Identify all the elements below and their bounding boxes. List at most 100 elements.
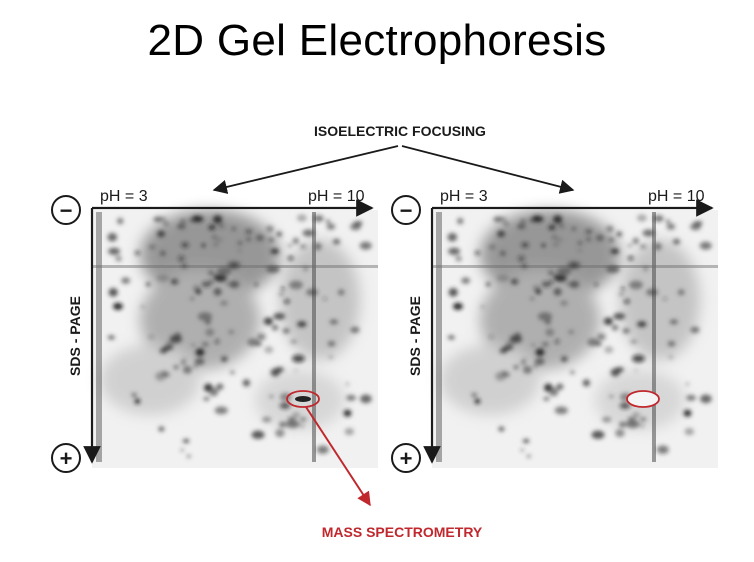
gel-smear — [440, 210, 700, 430]
gel-spot — [268, 237, 275, 243]
gel-spot — [663, 297, 667, 301]
gel-spot — [585, 229, 593, 235]
mass-spectrometry-label: MASS SPECTROMETRY — [322, 524, 483, 540]
gel-vertical-streak — [436, 212, 442, 462]
gel-spot — [353, 221, 358, 225]
gel-spot — [628, 256, 634, 261]
gel-spot — [278, 292, 285, 297]
gel-spot — [262, 416, 272, 423]
gel-spot — [537, 312, 553, 321]
gel-spot — [344, 428, 354, 436]
gel-spot — [107, 335, 115, 340]
gel-spot — [616, 231, 622, 237]
gel-spot — [686, 395, 696, 401]
gel-spot — [180, 360, 187, 365]
gel-spot — [288, 256, 294, 261]
gel-spot — [613, 312, 626, 320]
gel-spot — [149, 335, 153, 339]
gel-spot — [690, 326, 700, 333]
gel-spot — [447, 232, 458, 242]
gel-spot — [292, 237, 299, 245]
gel-spot — [297, 321, 307, 328]
gel-spot — [221, 357, 227, 362]
gel-spot — [521, 264, 527, 268]
gel-spot — [520, 448, 524, 452]
gel-spot — [266, 265, 280, 274]
isoelectric-focusing-label: ISOELECTRIC FOCUSING — [314, 123, 486, 139]
gel-spot — [177, 255, 185, 262]
gel-spot — [217, 267, 232, 276]
page-title: 2D Gel Electrophoresis — [147, 16, 607, 65]
gel-spot — [334, 240, 339, 244]
gel-spot — [117, 218, 124, 225]
gel-spot — [570, 263, 578, 268]
gel-spot — [700, 394, 712, 404]
gel-spot — [577, 241, 583, 245]
gel-spot — [496, 274, 510, 282]
gel-spot — [611, 324, 619, 331]
gel-spot — [302, 229, 315, 237]
gel-spot — [553, 288, 562, 296]
gel-spot — [493, 216, 504, 222]
gel-spot — [255, 341, 262, 347]
gel-spot — [287, 244, 292, 247]
gel-spot — [549, 280, 554, 284]
gel-spot — [195, 348, 205, 357]
gel-spot — [548, 225, 556, 230]
gel-spot — [568, 330, 575, 334]
gel-spot — [281, 287, 285, 291]
gel-spot — [690, 223, 701, 231]
gel-spot — [541, 243, 546, 247]
gel-spot — [637, 321, 647, 328]
gel-spot — [350, 326, 360, 333]
gel-spot — [213, 288, 222, 296]
gel-spot — [182, 365, 192, 374]
gel-spot — [121, 277, 131, 284]
gel-spot — [447, 335, 455, 340]
gel-spot — [181, 264, 187, 268]
gel-spot — [561, 357, 567, 362]
gel-spot — [606, 265, 620, 274]
ph-low-label: pH = 3 — [440, 188, 488, 205]
gel-spot — [218, 223, 225, 229]
gel-spot — [294, 369, 298, 372]
gel-spot — [313, 242, 322, 251]
svg-text:−: − — [400, 198, 413, 223]
gel-spot — [560, 300, 568, 306]
gel-panel-left: pH = 3 pH = 10 SDS - PAGE − + — [51, 188, 378, 473]
gel-spot — [554, 339, 560, 344]
gel-spot — [276, 231, 282, 237]
gel-spot — [346, 395, 356, 401]
ph-high-label: pH = 10 — [308, 188, 365, 205]
gel-spot — [212, 235, 218, 240]
gel-spot — [594, 283, 598, 287]
gel-spot — [530, 296, 535, 301]
svg-text:+: + — [400, 446, 413, 471]
gel-spot — [201, 342, 209, 347]
gel-spot — [461, 277, 471, 284]
gel-spot — [131, 393, 137, 397]
gel-spot — [475, 251, 480, 255]
gel-spot — [480, 305, 485, 308]
gel-spot — [646, 288, 659, 296]
gel-spot — [145, 282, 151, 287]
gel-spot — [113, 302, 123, 310]
gel-spot — [323, 297, 327, 301]
gel-spot — [500, 250, 506, 256]
gel-spot — [346, 382, 349, 386]
gel-spot — [183, 358, 186, 361]
gel-spot — [270, 248, 280, 255]
gel-spot — [286, 420, 300, 428]
gel-spot — [306, 288, 319, 296]
gel-spot — [231, 226, 237, 231]
gel-spot — [158, 426, 165, 432]
gel-spot — [201, 243, 206, 247]
gel-spot — [316, 445, 329, 454]
gel-spot — [632, 237, 639, 245]
selected-spot-circle — [286, 390, 320, 408]
gel-spot — [300, 424, 304, 428]
gel-spot — [511, 280, 516, 284]
gel-spot — [360, 394, 372, 404]
gel-spot — [629, 280, 643, 290]
gel-spot — [171, 280, 176, 284]
